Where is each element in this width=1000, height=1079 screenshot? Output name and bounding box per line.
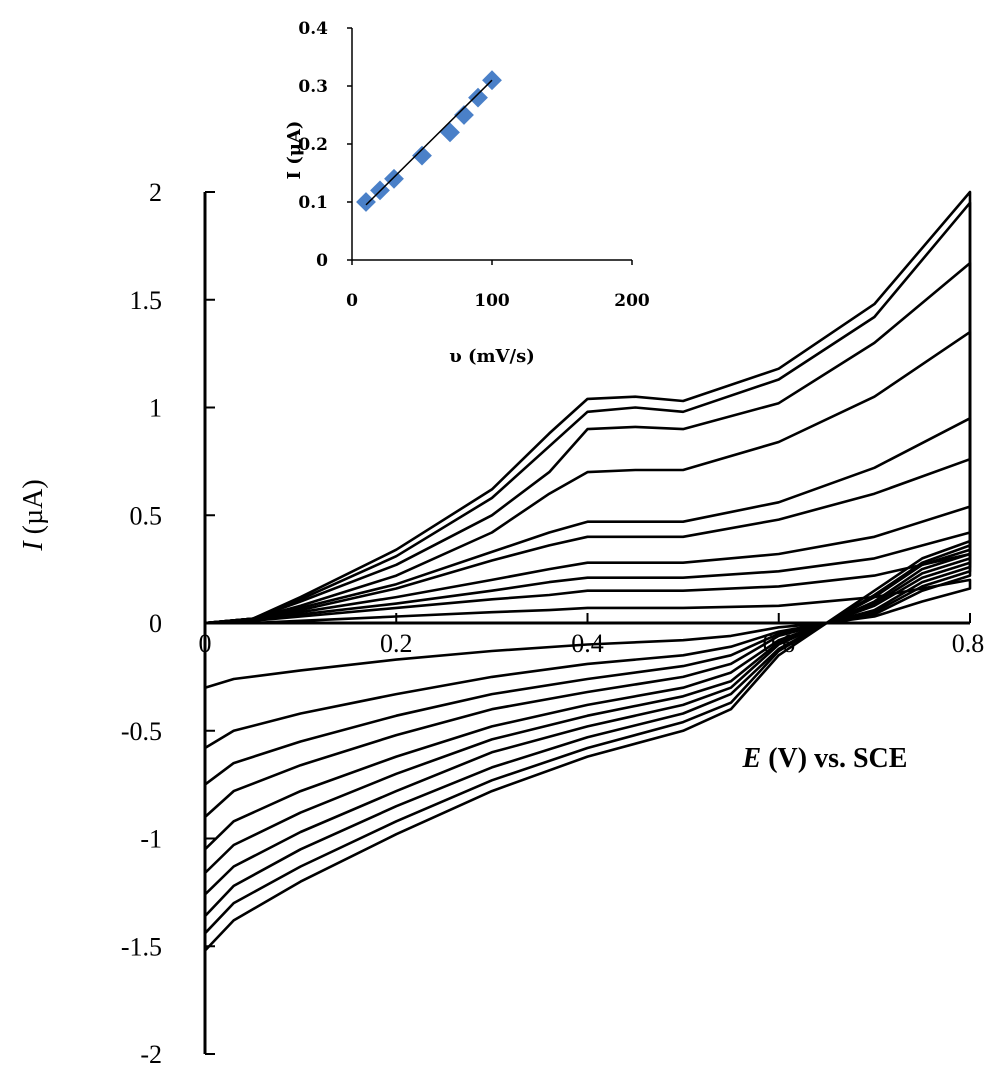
- cv-curves: [204, 190, 972, 952]
- inset-data-point: [384, 168, 404, 189]
- inset-x-tick-label: 100: [474, 291, 510, 311]
- main-x-axis-label-symbol: E: [742, 743, 762, 774]
- main-y-tick-label: -2: [140, 1040, 162, 1069]
- cv-curve-9: [204, 552, 972, 750]
- main-y-ticks: 2 1.5 1 0.5 0 -0.5 -1 -1.5 -2: [121, 178, 215, 1069]
- inset-chart: 0 0.1 0.2 0.3 0.4 0 100 200 I (μA) υ (mV/s): [284, 12, 650, 372]
- main-x-axis-label-rest: (V) vs. SCE: [761, 743, 907, 774]
- inset-data-point: [412, 145, 432, 166]
- main-y-tick-label: -1.5: [121, 932, 162, 961]
- inset-y-tick-label: 0.2: [298, 135, 328, 155]
- main-y-axis-label: I (µA): [18, 479, 49, 551]
- main-y-tick-label: 1: [149, 394, 162, 423]
- cv-curve-10: [204, 578, 972, 689]
- inset-y-ticks: 0 0.1 0.2 0.3 0.4: [298, 19, 352, 271]
- inset-y-tick-label: 0.4: [298, 19, 328, 39]
- main-x-axis-label: E (V) vs. SCE: [742, 743, 908, 774]
- main-x-tick-label: 0: [199, 629, 212, 658]
- main-y-tick-label: 0.5: [130, 501, 163, 530]
- main-y-tick-label: 0: [149, 609, 162, 638]
- inset-x-ticks: 0 100 200: [346, 260, 650, 311]
- inset-y-tick-label: 0: [316, 251, 328, 271]
- main-x-tick-label: 0.8: [952, 629, 985, 658]
- main-x-ticks: 0 0.2 0.4 0.6 0.8: [199, 613, 985, 658]
- inset-x-tick-label: 0: [346, 291, 358, 311]
- main-y-tick-label: -0.5: [121, 717, 162, 746]
- inset-x-tick-label: 200: [614, 291, 650, 311]
- inset-data-point: [468, 87, 488, 108]
- main-x-tick-label: 0.2: [380, 629, 413, 658]
- main-y-tick-label: 2: [149, 178, 162, 207]
- inset-fit-line: [365, 79, 493, 206]
- inset-y-tick-label: 0.3: [298, 77, 328, 97]
- main-y-tick-label: 1.5: [130, 286, 163, 315]
- main-y-axis-label-symbol: I: [18, 540, 49, 552]
- inset-y-axis-label: I (μA): [284, 121, 305, 180]
- inset-y-tick-label: 0.1: [298, 193, 328, 213]
- main-x-tick-label: 0.6: [763, 629, 796, 658]
- main-y-axis-label-unit: (µA): [18, 479, 49, 541]
- main-y-tick-label: -1: [140, 825, 162, 854]
- inset-data-point: [454, 105, 474, 125]
- inset-x-axis-label: υ (mV/s): [449, 346, 535, 367]
- main-chart: 2 1.5 1 0.5 0 -0.5 -1 -1.5 -2 0 0.2 0.4 0.6 0.8 I (µ…: [18, 178, 984, 1069]
- main-x-tick-label: 0.4: [571, 629, 604, 658]
- inset-data-point: [356, 192, 376, 212]
